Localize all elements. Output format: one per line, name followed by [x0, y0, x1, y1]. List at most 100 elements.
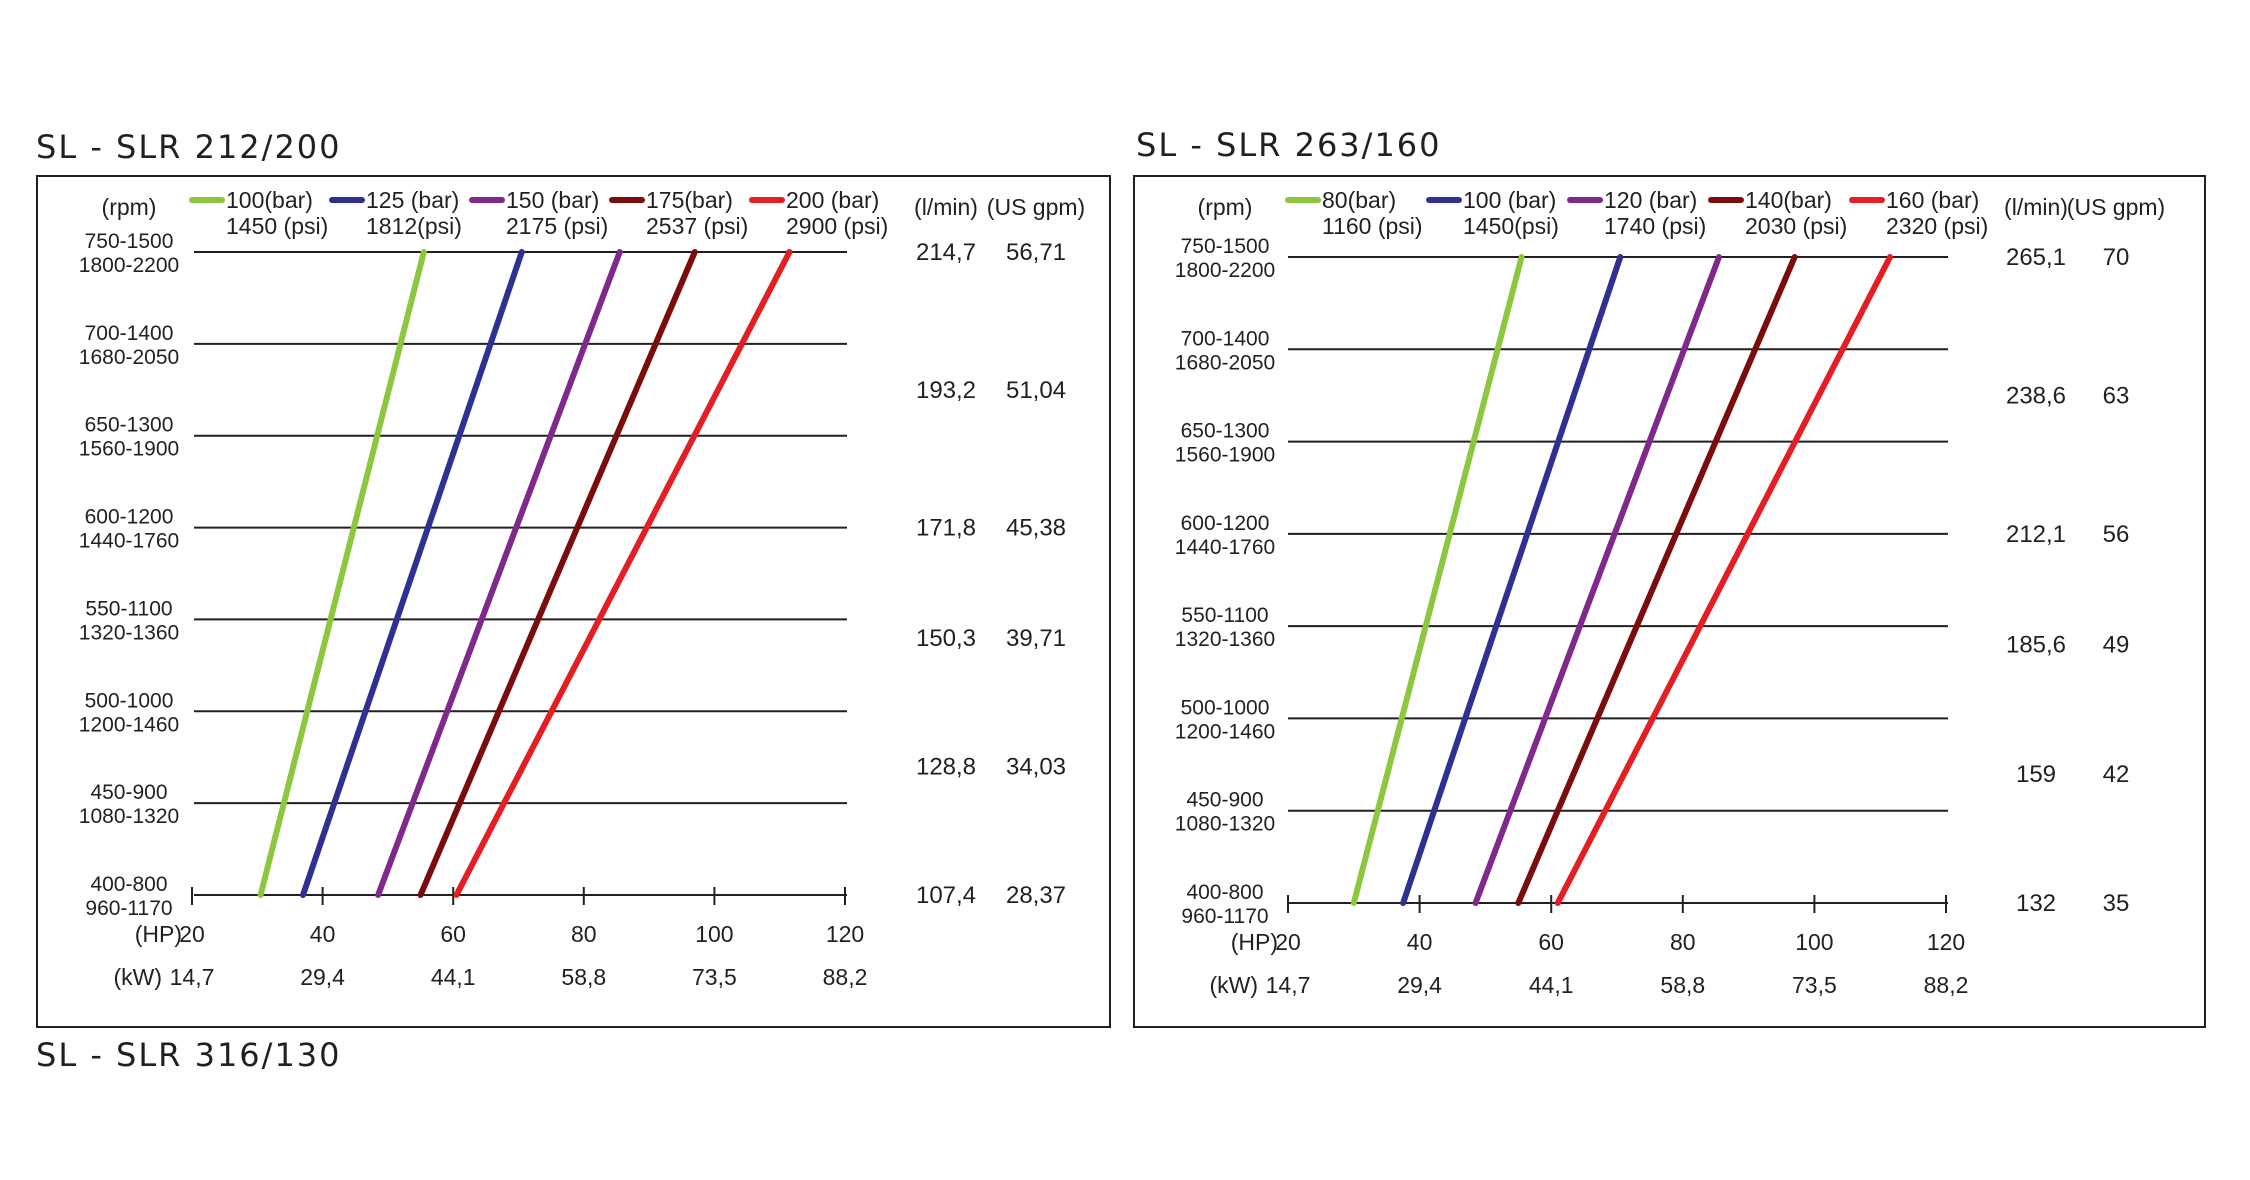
chart-panel-left: (rpm) (l/min) (US gpm) 100(bar)1450 (psi) 12… — [36, 175, 1111, 1028]
kw-tick-label: 29,4 — [1397, 972, 1442, 998]
legend-psi: 1812(psi) — [366, 213, 462, 239]
rpm-label: 400-800 — [1186, 881, 1263, 904]
rpm-label: 960-1170 — [1181, 905, 1268, 928]
rpm-label: 1800-2200 — [79, 254, 179, 277]
hp-tick-label: 60 — [1538, 929, 1564, 955]
series-line — [300, 249, 525, 898]
flow-value-lmin: 238,6 — [2006, 382, 2066, 409]
kw-tick-label: 44,1 — [431, 964, 476, 990]
rpm-label: 1800-2200 — [1175, 259, 1275, 282]
rpm-label: 1560-1900 — [1175, 444, 1275, 467]
legend-psi: 2175 (psi) — [506, 213, 608, 239]
chart-title-below: SL - SLR 316/130 — [36, 1036, 342, 1074]
flow-value-gpm: 51,04 — [1006, 377, 1066, 404]
rpm-label: 960-1170 — [85, 897, 172, 920]
hp-tick-label: 40 — [310, 921, 336, 947]
rpm-label: 500-1000 — [1181, 696, 1270, 719]
flow-value-lmin: 214,7 — [916, 239, 976, 266]
hp-tick-label: 20 — [179, 921, 205, 947]
rpm-header: (rpm) — [102, 194, 157, 220]
legend-psi: 1450 (psi) — [226, 213, 328, 239]
flow-value-lmin: 265,1 — [2006, 244, 2066, 271]
legend-label: 140(bar) — [1745, 187, 1832, 213]
rpm-label: 1200-1460 — [1175, 720, 1275, 743]
legend-psi: 2537 (psi) — [646, 213, 748, 239]
flow-value-lmin: 159 — [2016, 761, 2056, 788]
series-line — [257, 249, 427, 898]
rpm-label: 1440-1760 — [1175, 536, 1275, 559]
flow-value-gpm: 42 — [2103, 761, 2130, 788]
flow-header-lmin: (l/min) — [914, 194, 978, 220]
flow-value-lmin: 193,2 — [916, 377, 976, 404]
legend-psi: 1740 (psi) — [1604, 213, 1706, 239]
flow-value-gpm: 45,38 — [1006, 515, 1066, 542]
flow-value-gpm: 34,03 — [1006, 753, 1066, 780]
rpm-label: 1080-1320 — [79, 805, 179, 828]
series-line — [453, 249, 793, 898]
kw-axis-label: (kW) — [1209, 972, 1258, 998]
kw-tick-label: 58,8 — [561, 964, 606, 990]
rpm-label: 600-1200 — [1181, 512, 1270, 535]
series-line — [1472, 254, 1722, 906]
flow-value-gpm: 35 — [2103, 890, 2130, 917]
legend-label: 160 (bar) — [1886, 187, 1979, 213]
kw-tick-label: 73,5 — [1792, 972, 1837, 998]
rpm-label: 650-1300 — [85, 414, 174, 437]
kw-tick-label: 14,7 — [1266, 972, 1311, 998]
hp-tick-label: 80 — [571, 921, 597, 947]
legend-psi: 1160 (psi) — [1322, 213, 1423, 239]
legend-label: 150 (bar) — [506, 187, 599, 213]
flow-value-gpm: 39,71 — [1006, 625, 1066, 652]
rpm-header: (rpm) — [1198, 194, 1253, 220]
legend-psi: 2320 (psi) — [1886, 213, 1988, 239]
series-line — [1350, 254, 1525, 906]
flow-value-gpm: 56,71 — [1006, 239, 1066, 266]
kw-tick-label: 73,5 — [692, 964, 737, 990]
rpm-label: 400-800 — [90, 873, 167, 896]
flow-header-gpm: (US gpm) — [2067, 194, 2165, 220]
flow-value-lmin: 171,8 — [916, 515, 976, 542]
series-line — [1515, 254, 1798, 906]
flow-value-gpm: 70 — [2103, 244, 2130, 271]
legend-psi: 2030 (psi) — [1745, 213, 1847, 239]
rpm-label: 600-1200 — [85, 506, 174, 529]
rpm-label: 700-1400 — [85, 322, 174, 345]
flow-value-lmin: 150,3 — [916, 625, 976, 652]
flow-value-lmin: 128,8 — [916, 753, 976, 780]
rpm-label: 450-900 — [1186, 789, 1263, 812]
series-line — [1554, 254, 1894, 906]
hp-tick-label: 100 — [1795, 929, 1833, 955]
flow-value-gpm: 56 — [2103, 521, 2130, 548]
legend-psi: 1450(psi) — [1463, 213, 1559, 239]
rpm-label: 1440-1760 — [79, 530, 179, 553]
legend-label: 100 (bar) — [1463, 187, 1556, 213]
flow-header-lmin: (l/min) — [2004, 194, 2068, 220]
legend-psi: 2900 (psi) — [786, 213, 888, 239]
chart-frame — [36, 175, 1111, 1028]
rpm-label: 1560-1900 — [79, 438, 179, 461]
legend-label: 120 (bar) — [1604, 187, 1697, 213]
kw-tick-label: 29,4 — [300, 964, 345, 990]
chart-panel-right: (rpm) (l/min)(US gpm) 80(bar)1160 (psi) 100… — [1133, 175, 2206, 1028]
rpm-label: 1080-1320 — [1175, 813, 1275, 836]
hp-tick-label: 20 — [1275, 929, 1301, 955]
hp-tick-label: 100 — [695, 921, 733, 947]
flow-value-lmin: 185,6 — [2006, 632, 2066, 659]
hp-tick-label: 120 — [826, 921, 864, 947]
chart-title: SL - SLR 263/160 — [1136, 126, 1442, 164]
rpm-label: 450-900 — [90, 781, 167, 804]
rpm-label: 650-1300 — [1181, 420, 1270, 443]
kw-tick-label: 58,8 — [1660, 972, 1705, 998]
rpm-label: 500-1000 — [85, 689, 174, 712]
flow-value-gpm: 49 — [2103, 632, 2130, 659]
chart-title: SL - SLR 212/200 — [36, 128, 342, 166]
series-line — [417, 249, 698, 898]
legend-label: 175(bar) — [646, 187, 733, 213]
kw-tick-label: 88,2 — [1924, 972, 1969, 998]
legend-label: 125 (bar) — [366, 187, 459, 213]
flow-header-gpm: (US gpm) — [987, 194, 1085, 220]
hp-tick-label: 60 — [440, 921, 466, 947]
flow-value-lmin: 132 — [2016, 890, 2056, 917]
rpm-label: 1680-2050 — [79, 346, 179, 369]
kw-tick-label: 44,1 — [1529, 972, 1574, 998]
